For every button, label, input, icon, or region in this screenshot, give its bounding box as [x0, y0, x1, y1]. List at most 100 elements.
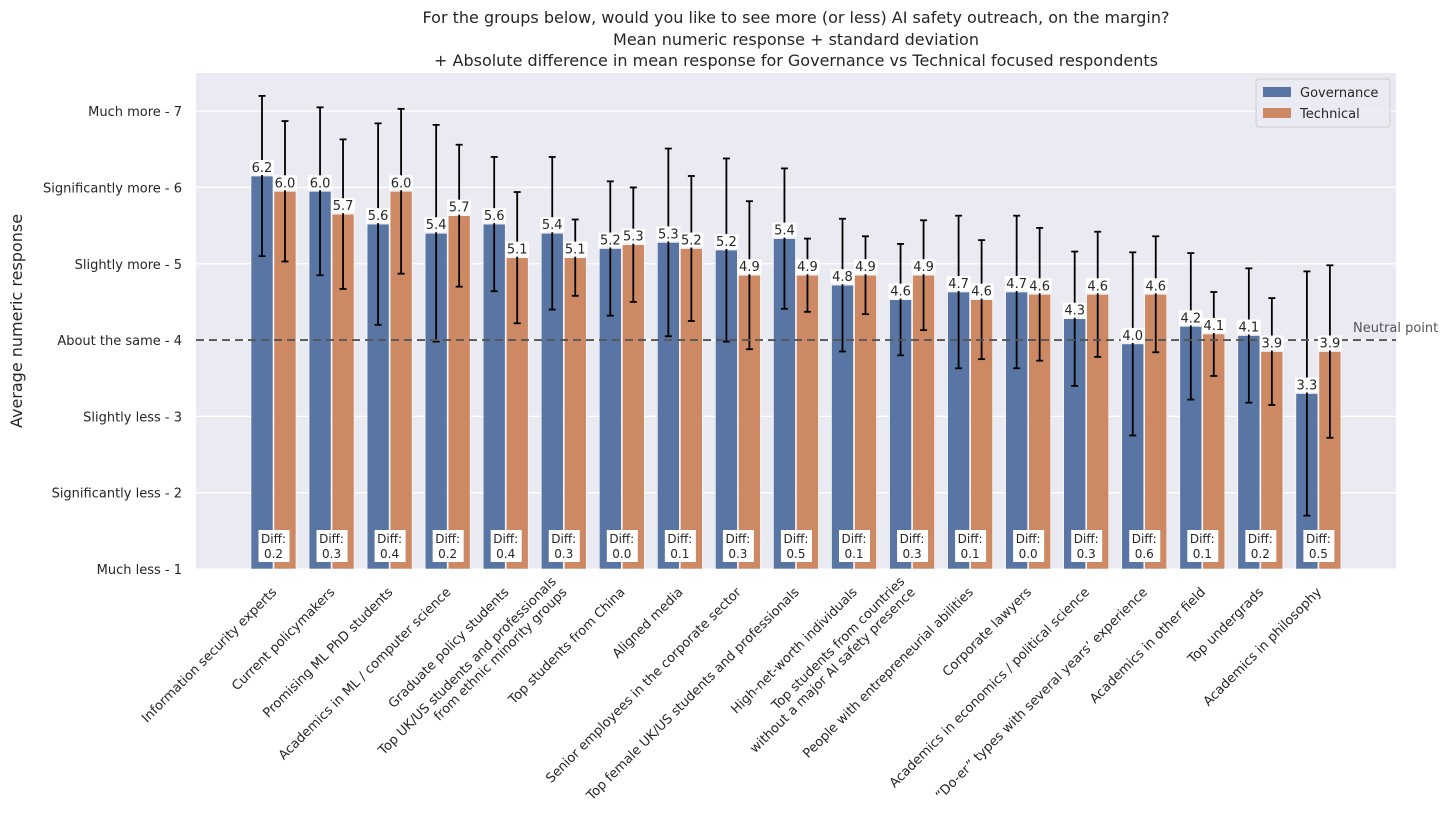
diff-value: 0.0	[612, 547, 631, 561]
value-label-technical: 5.1	[507, 243, 528, 258]
x-category-label: “Do-er” types with several years’ experi…	[933, 585, 1151, 803]
diff-box	[955, 530, 987, 562]
x-category-label: Academics in philosophy	[1201, 585, 1326, 710]
value-label-bg	[366, 208, 391, 224]
value-label-technical: 3.9	[1262, 337, 1283, 352]
value-label-bg	[505, 241, 530, 257]
diff-value: 0.5	[1309, 547, 1328, 561]
diff-prefix: Diff:	[667, 532, 692, 546]
diff-prefix: Diff:	[725, 532, 750, 546]
diff-prefix: Diff:	[1132, 532, 1157, 546]
value-label-governance: 4.8	[832, 270, 853, 285]
diff-value: 0.2	[264, 547, 283, 561]
value-label-bg	[250, 160, 274, 176]
value-label-governance: 5.4	[774, 224, 795, 239]
value-labels: 6.26.05.65.45.65.45.2 5.35.25.44.84.64.7 4…	[250, 160, 1342, 393]
diff-box	[1187, 530, 1219, 562]
value-label-governance: 5.3	[658, 227, 679, 242]
diff-value: 0.0	[1019, 547, 1038, 561]
value-label-governance: 5.6	[368, 209, 389, 224]
diff-value: 0.3	[728, 547, 747, 561]
value-label-technical: 5.2	[681, 234, 702, 249]
value-label-governance: 3.3	[1297, 378, 1318, 393]
legend-label-technical: Technical	[1299, 107, 1360, 122]
y-tick-label: About the same - 4	[57, 334, 182, 349]
diff-prefix: Diff:	[1306, 532, 1331, 546]
value-label-governance: 6.0	[310, 176, 331, 191]
diff-value: 0.6	[1135, 547, 1154, 561]
value-label-bg	[1143, 278, 1168, 294]
diff-prefix: Diff:	[1190, 532, 1215, 546]
diff-box	[664, 530, 696, 562]
value-label-governance: 5.4	[542, 218, 563, 233]
value-label-technical: 4.6	[1087, 279, 1108, 294]
diff-box	[258, 530, 290, 562]
diff-prefix: Diff:	[551, 532, 576, 546]
value-label-bg	[911, 259, 936, 275]
y-axis-label: Average numeric response	[7, 214, 26, 428]
value-label-governance: 4.7	[948, 277, 969, 292]
value-label-governance: 4.1	[1239, 320, 1260, 335]
diff-prefix: Diff:	[1248, 532, 1273, 546]
diff-box	[839, 530, 870, 562]
value-label-technical: 5.7	[333, 199, 354, 214]
diff-prefix: Diff:	[377, 532, 402, 546]
error-bars	[258, 94, 1334, 517]
diff-box	[1129, 530, 1161, 562]
value-label-technical: 4.6	[1029, 279, 1050, 294]
value-label-bg	[424, 217, 449, 233]
value-label-technical: 5.3	[623, 230, 644, 245]
diff-box	[374, 530, 406, 562]
value-label-governance: 4.3	[1064, 304, 1085, 319]
y-tick-label: Slightly less - 3	[83, 410, 182, 425]
bar-technical	[796, 274, 819, 570]
value-label-bg	[563, 241, 588, 257]
diff-prefix: Diff:	[900, 532, 925, 546]
value-label-bg	[969, 283, 994, 299]
diff-prefix: Diff:	[609, 532, 634, 546]
value-label-bg	[888, 283, 913, 299]
diff-box	[897, 530, 929, 562]
value-label-governance: 5.4	[426, 218, 447, 233]
diff-box	[1303, 530, 1335, 562]
value-label-governance: 4.6	[890, 285, 911, 300]
value-label-bg	[447, 199, 472, 215]
diff-prefix: Diff:	[435, 532, 460, 546]
diff-box	[316, 530, 348, 562]
value-label-bg	[621, 228, 646, 244]
value-label-bg	[1236, 319, 1261, 335]
value-label-technical: 4.9	[739, 260, 760, 275]
title-line-1: For the groups below, would you like to …	[423, 8, 1170, 27]
diff-value: 0.3	[1077, 547, 1096, 561]
diff-value: 0.4	[380, 547, 399, 561]
value-label-bg	[389, 175, 414, 191]
diff-box	[548, 530, 580, 562]
value-label-technical: 4.1	[1203, 319, 1224, 334]
x-category-label: Top female UK/US students and profession…	[583, 585, 802, 804]
diff-value: 0.5	[786, 547, 805, 561]
bars	[250, 175, 1342, 570]
x-category-label: Top UK/US students and professionals	[375, 574, 560, 759]
title-line-3: + Absolute difference in mean response f…	[434, 51, 1158, 70]
diff-value: 0.4	[496, 547, 515, 561]
diff-value: 0.1	[670, 547, 689, 561]
value-label-governance: 5.2	[600, 234, 621, 249]
value-label-bg	[1294, 377, 1319, 393]
diff-value: 0.3	[554, 547, 573, 561]
value-label-bg	[853, 259, 878, 275]
value-label-bg	[1004, 276, 1029, 292]
x-category-label: Academics in other field	[1087, 585, 1209, 707]
diff-value: 0.1	[1193, 547, 1212, 561]
value-label-technical: 4.9	[855, 260, 876, 275]
value-label-technical: 3.9	[1320, 337, 1341, 352]
legend: Governance Technical	[1255, 78, 1391, 128]
legend-swatch-technical	[1263, 108, 1291, 118]
value-label-technical: 6.0	[391, 176, 412, 191]
value-label-governance: 4.7	[1006, 277, 1027, 292]
diff-value: 0.3	[322, 547, 341, 561]
neutral-line-label: Neutral point	[1353, 321, 1438, 336]
diff-value: 0.1	[844, 547, 863, 561]
value-label-bg	[1120, 327, 1145, 343]
